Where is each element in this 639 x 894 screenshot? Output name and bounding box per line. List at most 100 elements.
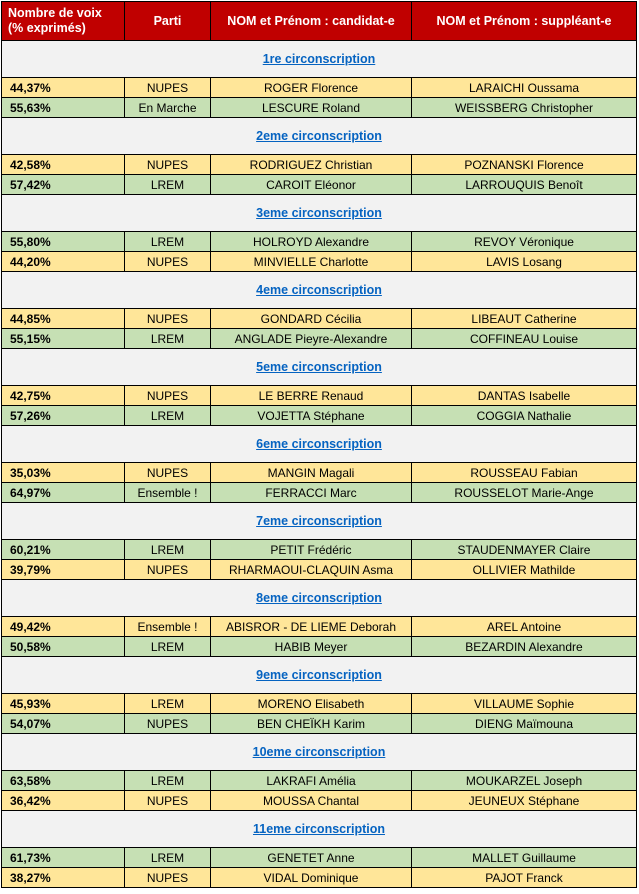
section-header-cell: 2eme circonscription [1, 117, 637, 155]
section-header-cell: 5eme circonscription [1, 348, 637, 386]
vote-percent-cell: 44,85% [1, 308, 125, 329]
vote-percent-cell: 50,58% [1, 636, 125, 657]
substitute-cell: BEZARDIN Alexandre [411, 636, 637, 657]
party-cell: LREM [124, 847, 211, 868]
substitute-cell: MALLET Guillaume [411, 847, 637, 868]
table-row: 63,58% LREM LAKRAFI Amélia MOUKARZEL Joseph [1, 770, 637, 791]
section-header-cell: 4eme circonscription [1, 271, 637, 309]
section-title-link[interactable]: 1re circonscription [262, 52, 376, 66]
header-candidate: NOM et Prénom : candidat-e [210, 1, 412, 41]
section-header-cell: 7eme circonscription [1, 502, 637, 540]
substitute-cell: ROUSSEAU Fabian [411, 462, 637, 483]
section-title-link[interactable]: 8eme circonscription [256, 591, 382, 605]
candidate-cell: RHARMAOUI-CLAQUIN Asma [210, 559, 412, 580]
vote-percent-cell: 57,26% [1, 405, 125, 426]
candidate-cell: PETIT Frédéric [210, 539, 412, 560]
vote-percent-cell: 63,58% [1, 770, 125, 791]
substitute-cell: STAUDENMAYER Claire [411, 539, 637, 560]
header-substitute: NOM et Prénom : suppléant-e [411, 1, 637, 41]
vote-percent-cell: 35,03% [1, 462, 125, 483]
vote-percent-cell: 42,58% [1, 154, 125, 175]
party-cell: NUPES [124, 867, 211, 888]
substitute-cell: COGGIA Nathalie [411, 405, 637, 426]
substitute-cell: VILLAUME Sophie [411, 693, 637, 714]
section-title-link[interactable]: 3eme circonscription [256, 206, 382, 220]
party-cell: Ensemble ! [124, 616, 211, 637]
party-cell: LREM [124, 770, 211, 791]
vote-percent-cell: 61,73% [1, 847, 125, 868]
section-header-cell: 6eme circonscription [1, 425, 637, 463]
vote-percent-cell: 55,63% [1, 97, 125, 118]
candidate-cell: ROGER Florence [210, 77, 412, 98]
party-cell: NUPES [124, 462, 211, 483]
section-title-link[interactable]: 6eme circonscription [256, 437, 382, 451]
section-header-row: 5eme circonscription [1, 348, 637, 386]
candidate-cell: LAKRAFI Amélia [210, 770, 412, 791]
substitute-cell: DANTAS Isabelle [411, 385, 637, 406]
candidate-cell: BEN CHEÏKH Karim [210, 713, 412, 734]
section-header-row: 7eme circonscription [1, 502, 637, 540]
section-title-link[interactable]: 9eme circonscription [256, 668, 382, 682]
candidate-cell: LESCURE Roland [210, 97, 412, 118]
table-row: 36,42% NUPES MOUSSA Chantal JEUNEUX Stéphan… [1, 790, 637, 811]
vote-percent-cell: 44,37% [1, 77, 125, 98]
section-header-row: 4eme circonscription [1, 271, 637, 309]
vote-percent-cell: 60,21% [1, 539, 125, 560]
candidate-cell: GENETET Anne [210, 847, 412, 868]
section-title-link[interactable]: 4eme circonscription [256, 283, 382, 297]
vote-percent-cell: 55,15% [1, 328, 125, 349]
candidate-cell: VIDAL Dominique [210, 867, 412, 888]
section-header-row: 6eme circonscription [1, 425, 637, 463]
substitute-cell: MOUKARZEL Joseph [411, 770, 637, 791]
table-row: 57,26% LREM VOJETTA Stéphane COGGIA Nathali… [1, 405, 637, 426]
table-row: 60,21% LREM PETIT Frédéric STAUDENMAYER Cla… [1, 539, 637, 560]
section-header-row: 2eme circonscription [1, 117, 637, 155]
section-title-link[interactable]: 2eme circonscription [256, 129, 382, 143]
vote-percent-cell: 42,75% [1, 385, 125, 406]
vote-percent-cell: 64,97% [1, 482, 125, 503]
vote-percent-cell: 39,79% [1, 559, 125, 580]
table-row: 55,15% LREM ANGLADE Pieyre-Alexandre COFFIN… [1, 328, 637, 349]
candidate-cell: MANGIN Magali [210, 462, 412, 483]
vote-percent-cell: 36,42% [1, 790, 125, 811]
vote-percent-cell: 38,27% [1, 867, 125, 888]
section-header-row: 9eme circonscription [1, 656, 637, 694]
substitute-cell: JEUNEUX Stéphane [411, 790, 637, 811]
substitute-cell: POZNANSKI Florence [411, 154, 637, 175]
substitute-cell: REVOY Véronique [411, 231, 637, 252]
table-row: 44,37% NUPES ROGER Florence LARAICHI Oussam… [1, 77, 637, 98]
substitute-cell: LARROUQUIS Benoît [411, 174, 637, 195]
section-title-link[interactable]: 11eme circonscription [252, 822, 385, 836]
table-body: 1re circonscription 44,37% NUPES ROGER Flor… [1, 40, 637, 888]
candidate-cell: ANGLADE Pieyre-Alexandre [210, 328, 412, 349]
table-row: 55,80% LREM HOLROYD Alexandre REVOY Véroniq… [1, 231, 637, 252]
section-header-row: 8eme circonscription [1, 579, 637, 617]
substitute-cell: PAJOT Franck [411, 867, 637, 888]
party-cell: NUPES [124, 308, 211, 329]
party-cell: En Marche [124, 97, 211, 118]
candidate-cell: LE BERRE Renaud [210, 385, 412, 406]
section-title-link[interactable]: 7eme circonscription [256, 514, 382, 528]
vote-percent-cell: 57,42% [1, 174, 125, 195]
party-cell: LREM [124, 231, 211, 252]
candidate-cell: MORENO Elisabeth [210, 693, 412, 714]
candidate-cell: ABISROR - DE LIEME Deborah [210, 616, 412, 637]
header-votes: Nombre de voix (% exprimés) [1, 1, 125, 41]
table-row: 44,85% NUPES GONDARD Cécilia LIBEAUT Cather… [1, 308, 637, 329]
table-row: 50,58% LREM HABIB Meyer BEZARDIN Alexandre [1, 636, 637, 657]
section-header-cell: 9eme circonscription [1, 656, 637, 694]
section-title-link[interactable]: 5eme circonscription [256, 360, 382, 374]
section-header-row: 10eme circonscription [1, 733, 637, 771]
table-row: 57,42% LREM CAROIT Eléonor LARROUQUIS Benoî… [1, 174, 637, 195]
header-votes-line2: (% exprimés) [8, 21, 86, 35]
section-title-link[interactable]: 10eme circonscription [252, 745, 386, 759]
table-row: 44,20% NUPES MINVIELLE Charlotte LAVIS Losa… [1, 251, 637, 272]
header-party: Parti [124, 1, 211, 41]
table-row: 49,42% Ensemble ! ABISROR - DE LIEME Debor… [1, 616, 637, 637]
substitute-cell: LARAICHI Oussama [411, 77, 637, 98]
candidate-cell: MINVIELLE Charlotte [210, 251, 412, 272]
party-cell: NUPES [124, 251, 211, 272]
party-cell: NUPES [124, 790, 211, 811]
